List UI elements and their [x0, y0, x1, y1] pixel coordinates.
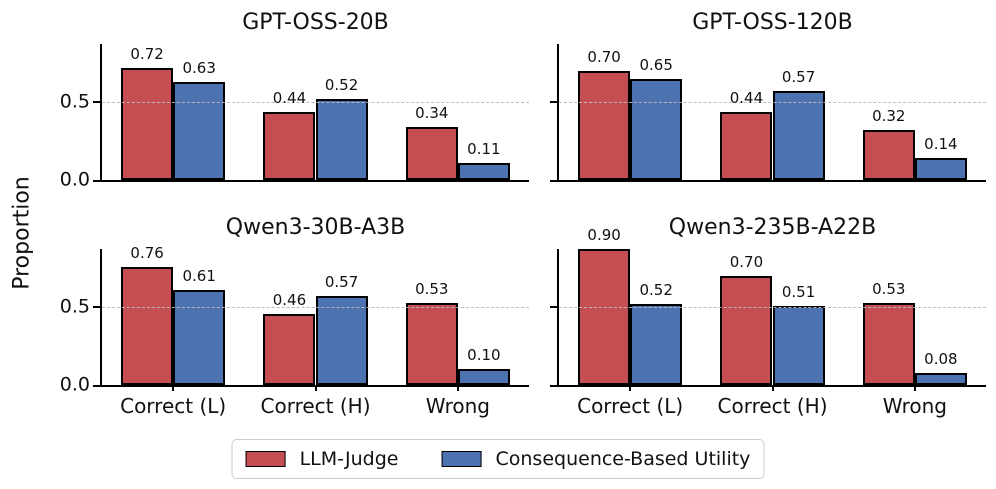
x-category-label: Correct (H): [717, 394, 828, 418]
bar-value-label: 0.44: [729, 88, 764, 107]
bar-llm-judge: [121, 266, 174, 385]
bar-llm-judge: [720, 276, 773, 385]
consequence-utility-swatch-icon: [441, 451, 482, 467]
bar-value-label: 0.70: [587, 48, 621, 67]
bar-value-label: 0.72: [130, 45, 164, 64]
subplot-title: GPT-OSS-120B: [692, 10, 853, 35]
bar-llm-judge: [862, 130, 915, 180]
y-tick-mark: [550, 180, 557, 182]
y-tick-mark: [550, 385, 557, 387]
y-tick-label: 0.5: [59, 295, 90, 318]
bar-llm-judge: [263, 313, 316, 385]
subplot-qwen3-235b-a22b: Qwen3-235B-A22B Correct (L) Correct (H) …: [550, 215, 986, 418]
bar-value-label: 0.34: [415, 104, 449, 123]
bar-llm-judge: [578, 71, 631, 180]
bar-value-label: 0.51: [781, 282, 816, 301]
legend-item-consequence-utility: Consequence-Based Utility: [441, 448, 751, 470]
bar-consequence-utility: [457, 162, 510, 180]
bar-value-label: 0.46: [272, 290, 307, 309]
bar-value-label: 0.61: [182, 267, 216, 286]
y-tick-mark: [93, 306, 100, 309]
bar-consequence-utility: [173, 82, 226, 180]
x-category-label: Correct (L): [577, 394, 684, 418]
bar-value-label: 0.57: [781, 68, 816, 87]
subplot-gpt-oss-20b: GPT-OSS-20B 0.5 0.0 0.72 0.44 0.34 0.63 0.52…: [60, 10, 529, 189]
bar-value-label: 0.11: [467, 139, 501, 158]
bar-value-label: 0.90: [587, 226, 621, 244]
x-category-label: Wrong: [425, 394, 490, 418]
y-tick-mark: [93, 180, 100, 182]
y-tick-mark: [550, 306, 557, 309]
bar-value-label: 0.53: [415, 279, 449, 298]
x-tick-mark: [771, 385, 774, 391]
y-tick-mark: [93, 385, 100, 387]
bar-value-label: 0.10: [467, 346, 501, 365]
x-category-label: Wrong: [882, 394, 947, 418]
bar-value-label: 0.53: [872, 279, 906, 298]
x-tick-mark: [629, 385, 632, 391]
bar-llm-judge: [578, 249, 631, 385]
x-category-label: Correct (H): [260, 394, 371, 418]
bar-consequence-utility: [457, 369, 510, 385]
gridline-0-5: [102, 102, 529, 104]
gridline-0-5: [559, 102, 986, 104]
bar-value-label: 0.52: [639, 281, 673, 300]
legend-item-llm-judge: LLM-Judge: [245, 448, 399, 470]
y-tick-mark: [550, 101, 557, 104]
bar-value-label: 0.08: [924, 349, 958, 368]
bar-value-label: 0.63: [182, 59, 216, 78]
x-tick-mark: [456, 385, 459, 391]
bar-llm-judge: [405, 127, 458, 180]
bar-consequence-utility: [772, 91, 825, 180]
y-tick-label: 0.5: [59, 90, 90, 113]
bar-value-label: 0.76: [130, 243, 164, 262]
bar-consequence-utility: [914, 372, 967, 385]
y-tick-label: 0.0: [59, 168, 90, 191]
subplot-qwen3-30b-a3b: Qwen3-30B-A3B 0.5 0.0 Correct (L) Correc…: [60, 215, 529, 418]
bar-value-label: 0.65: [639, 55, 673, 74]
legend: LLM-Judge Consequence-Based Utility: [231, 439, 765, 479]
subplot-title: Qwen3-30B-A3B: [225, 215, 406, 240]
gridline-0-5: [102, 307, 529, 309]
bar-value-label: 0.57: [324, 273, 359, 292]
bar-consequence-utility: [315, 99, 368, 180]
x-tick-mark: [913, 385, 916, 391]
bar-llm-judge: [720, 111, 773, 180]
y-tick-label: 0.0: [59, 373, 90, 396]
x-tick-mark: [172, 385, 175, 391]
bar-consequence-utility: [630, 78, 683, 180]
x-tick-mark: [314, 385, 317, 391]
y-axis-label: Proportion: [9, 176, 35, 290]
bar-llm-judge: [862, 302, 915, 385]
bar-consequence-utility: [914, 158, 967, 180]
subplot-title: GPT-OSS-20B: [242, 10, 389, 35]
legend-label: LLM-Judge: [299, 448, 399, 470]
x-category-label: Correct (L): [120, 394, 227, 418]
bar-value-label: 0.44: [272, 88, 307, 107]
subplot-title: Qwen3-235B-A22B: [668, 215, 877, 240]
legend-label: Consequence-Based Utility: [495, 448, 751, 470]
bar-llm-judge: [263, 111, 316, 180]
bar-value-label: 0.32: [872, 107, 906, 126]
gridline-0-5: [559, 307, 986, 309]
bar-llm-judge: [405, 302, 458, 385]
bar-consequence-utility: [630, 304, 683, 385]
y-tick-mark: [93, 101, 100, 104]
llm-judge-swatch-icon: [245, 451, 286, 467]
bar-llm-judge: [121, 68, 174, 180]
bar-consequence-utility: [173, 290, 226, 385]
bar-consequence-utility: [772, 305, 825, 385]
bar-value-label: 0.70: [729, 253, 764, 272]
bar-value-label: 0.14: [924, 135, 958, 154]
subplot-gpt-oss-120b: GPT-OSS-120B 0.70 0.44 0.32 0.65 0.57 0.14: [550, 10, 986, 182]
bar-consequence-utility: [315, 296, 368, 385]
bar-value-label: 0.52: [324, 76, 359, 95]
